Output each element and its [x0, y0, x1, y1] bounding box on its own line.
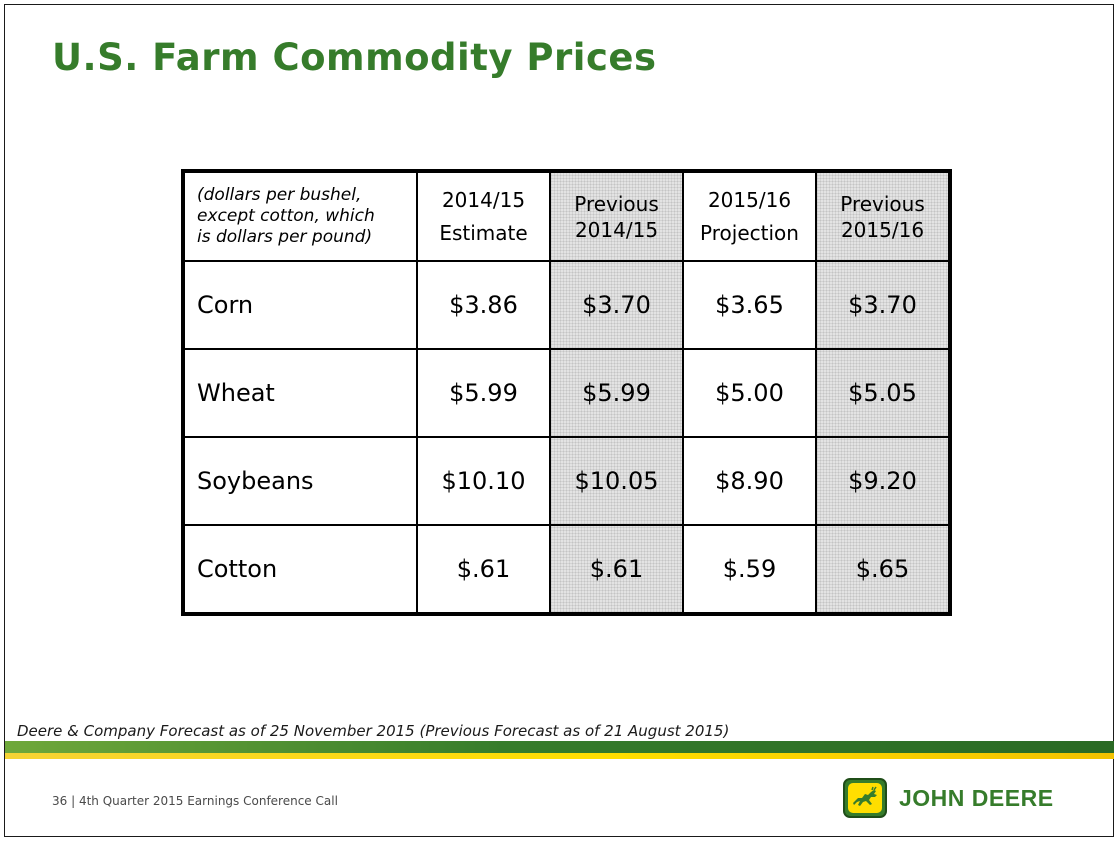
page-title: U.S. Farm Commodity Prices: [52, 36, 657, 79]
column-header-2014-15-estimate: 2014/15 Estimate: [416, 170, 551, 262]
forecast-footnote: Deere & Company Forecast as of 25 Novemb…: [17, 722, 730, 740]
column-header-line: 2014/15: [574, 217, 659, 242]
price-cell: $5.05: [815, 348, 951, 438]
table-row-wheat: Wheat $5.99 $5.99 $5.00 $5.05: [182, 348, 951, 438]
units-note-line: is dollars per pound): [197, 227, 373, 247]
column-header-line: Estimate: [439, 220, 528, 245]
price-cell: $5.00: [682, 348, 817, 438]
table-row-corn: Corn $3.86 $3.70 $3.65 $3.70: [182, 260, 951, 350]
column-header-line: Previous: [840, 191, 925, 216]
price-cell: $3.70: [549, 260, 684, 350]
row-label: Corn: [182, 260, 418, 350]
price-cell: $8.90: [682, 436, 817, 526]
leaping-deer-icon: [843, 778, 887, 818]
john-deere-logo: JOHN DEERE: [843, 778, 1054, 818]
column-header-line: 2014/15: [441, 187, 526, 212]
units-note: (dollars per bushel, except cotton, whic…: [182, 170, 418, 262]
slide-footer-text: 36 | 4th Quarter 2015 Earnings Conferenc…: [52, 794, 338, 808]
column-header-line: 2015/16: [707, 187, 792, 212]
table-header-row: (dollars per bushel, except cotton, whic…: [182, 170, 951, 262]
logo-text: JOHN DEERE: [899, 784, 1054, 811]
price-cell: $5.99: [549, 348, 684, 438]
price-cell: $10.10: [416, 436, 551, 526]
price-cell: $3.65: [682, 260, 817, 350]
price-cell: $.59: [682, 524, 817, 615]
footer-yellow-band: [5, 753, 1114, 759]
units-note-line: except cotton, which: [197, 206, 375, 226]
row-label: Cotton: [182, 524, 418, 615]
footer-green-band: [5, 741, 1114, 753]
column-header-previous-2015-16: Previous 2015/16: [815, 170, 951, 262]
price-cell: $.65: [815, 524, 951, 615]
column-header-line: 2015/16: [840, 217, 925, 242]
row-label: Soybeans: [182, 436, 418, 526]
table-row-cotton: Cotton $.61 $.61 $.59 $.65: [182, 524, 951, 615]
price-cell: $3.86: [416, 260, 551, 350]
column-header-line: Projection: [700, 220, 799, 245]
row-label: Wheat: [182, 348, 418, 438]
price-cell: $.61: [549, 524, 684, 615]
price-cell: $9.20: [815, 436, 951, 526]
price-cell: $10.05: [549, 436, 684, 526]
column-header-previous-2014-15: Previous 2014/15: [549, 170, 684, 262]
price-cell: $3.70: [815, 260, 951, 350]
commodity-price-table: (dollars per bushel, except cotton, whic…: [181, 169, 952, 616]
units-note-line: (dollars per bushel,: [197, 185, 362, 205]
price-cell: $5.99: [416, 348, 551, 438]
slide-frame: [4, 4, 1114, 837]
column-header-2015-16-projection: 2015/16 Projection: [682, 170, 817, 262]
price-cell: $.61: [416, 524, 551, 615]
column-header-line: Previous: [574, 191, 659, 216]
table-row-soybeans: Soybeans $10.10 $10.05 $8.90 $9.20: [182, 436, 951, 526]
